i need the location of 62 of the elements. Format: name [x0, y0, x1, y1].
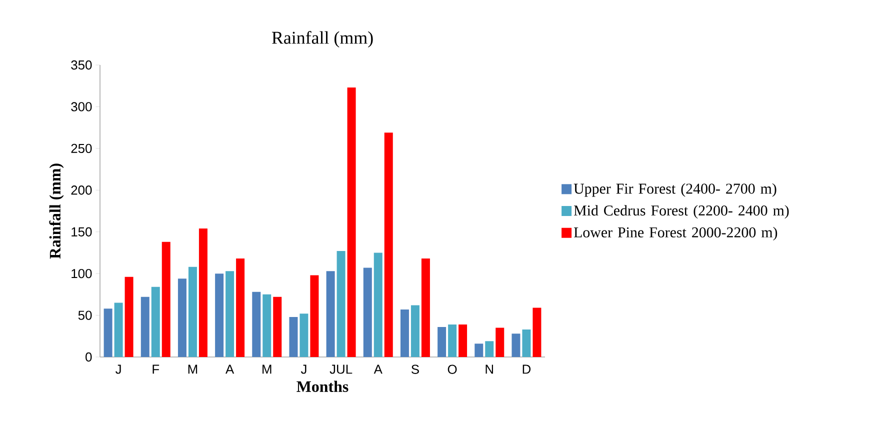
x-tick-label: A — [374, 364, 382, 374]
bar — [289, 316, 298, 357]
y-tick-label: 250 — [71, 144, 92, 154]
bar — [310, 275, 319, 357]
x-tick-label: S — [411, 364, 419, 374]
bar — [512, 334, 520, 357]
x-tick-label: A — [226, 364, 234, 374]
bar — [374, 252, 382, 357]
y-tick-label: 200 — [71, 186, 92, 195]
bar — [363, 268, 372, 357]
legend-label: Mid Cedrus Forest (2200- 2400 m) — [574, 205, 789, 219]
x-tick-label: N — [486, 364, 494, 374]
bar — [421, 258, 430, 357]
bar — [188, 266, 197, 357]
bar — [151, 286, 160, 357]
bar — [140, 296, 150, 357]
bar — [458, 324, 468, 357]
bar — [124, 276, 134, 357]
x-tick-label: M — [262, 364, 272, 374]
bar — [198, 228, 208, 357]
x-tick-label: M — [188, 364, 198, 374]
y-tick-label: 300 — [71, 102, 92, 112]
bar — [300, 314, 308, 357]
bar — [236, 258, 245, 357]
bar — [336, 251, 346, 357]
bar — [384, 132, 393, 357]
bar — [474, 344, 484, 357]
y-tick-label: 150 — [72, 227, 92, 236]
x-axis-title: Months — [296, 380, 348, 392]
bar — [438, 326, 446, 357]
chart-title: Rainfall (mm) — [272, 31, 373, 48]
bar — [162, 242, 170, 357]
bar — [347, 88, 356, 357]
bar — [104, 308, 112, 357]
bar — [400, 309, 409, 357]
x-tick-label: O — [448, 364, 457, 374]
x-tick-label: F — [152, 364, 160, 374]
bar — [226, 271, 234, 357]
y-tick-label: 100 — [72, 268, 92, 278]
x-tick-label: J — [116, 364, 121, 374]
bar — [326, 271, 335, 357]
legend-label: Upper Fir Forest (2400- 2700 m) — [574, 183, 776, 197]
bar — [114, 302, 123, 357]
bar — [448, 324, 457, 357]
y-axis-title: Rainfall (mm) — [49, 164, 64, 259]
y-tick-label: 0 — [86, 352, 92, 362]
bar — [522, 329, 531, 357]
x-tick-label: JUL — [330, 364, 352, 374]
bar — [532, 308, 542, 357]
y-tick-label: 350 — [71, 60, 92, 70]
bar — [496, 328, 504, 357]
bar — [410, 305, 420, 357]
bar — [215, 274, 224, 357]
bar — [485, 341, 494, 357]
bar — [178, 278, 186, 357]
x-tick-label: D — [522, 364, 531, 374]
bar — [273, 296, 282, 357]
legend-label: Lower Pine Forest 2000-2200 m) — [574, 226, 778, 240]
bar — [252, 292, 261, 357]
x-tick-label: J — [300, 364, 306, 374]
y-tick-label: 50 — [78, 310, 92, 320]
bar — [262, 294, 272, 357]
